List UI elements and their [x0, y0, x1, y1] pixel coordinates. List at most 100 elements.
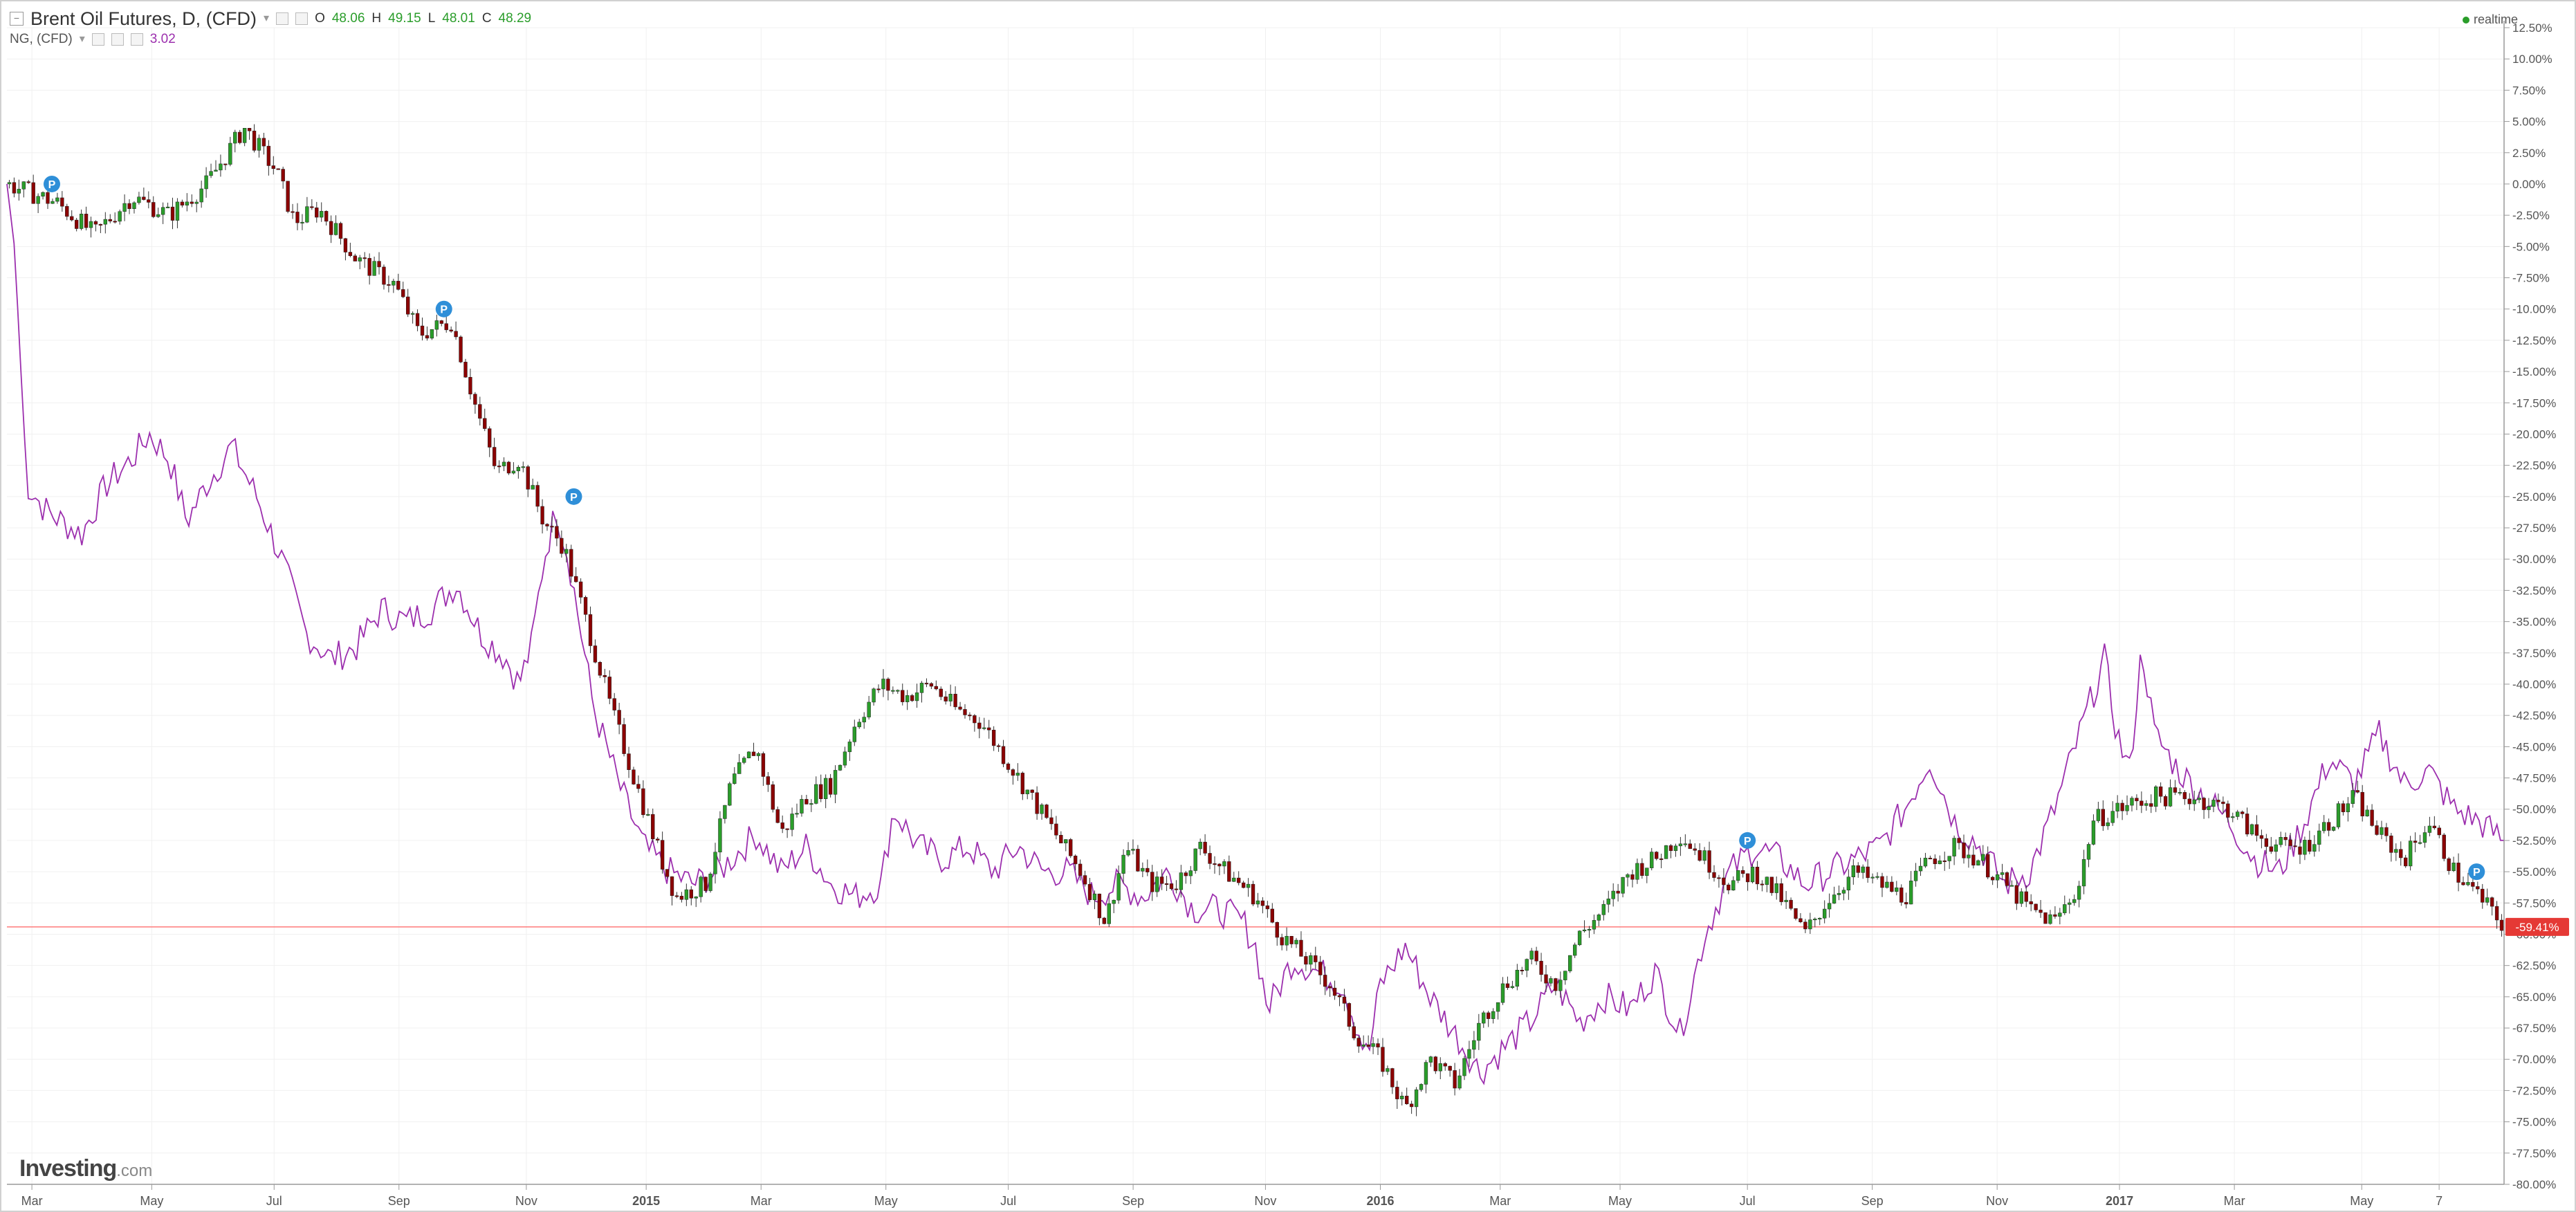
candle-body [804, 799, 809, 805]
candle-body [665, 869, 670, 877]
candle-body [2269, 846, 2273, 852]
y-axis: 12.50% 10.00% 7.50% 5.00% 2.50% 0.00% -2.50% -5… [2503, 21, 2556, 1191]
y-tick-label: -35.00% [2512, 616, 2556, 629]
candle-body [2187, 798, 2191, 805]
chevron-down-icon[interactable]: ▾ [79, 33, 85, 45]
candle-body [785, 828, 789, 830]
realtime-status: realtime [2462, 12, 2518, 27]
marker-label: P [570, 492, 578, 504]
y-tick-label: -12.50% [2512, 334, 2556, 347]
candle-body [2298, 846, 2302, 855]
candle-body [1837, 893, 1841, 895]
candle-body [953, 694, 957, 708]
candle-body [771, 784, 775, 810]
candle-body [497, 466, 502, 468]
candle-body [2404, 857, 2408, 867]
candle-body [2326, 822, 2331, 831]
candle-body [1568, 955, 1572, 971]
candle-body [2077, 885, 2081, 900]
main-series-row: − Brent Oil Futures, D, (CFD) ▾ O 48.06 H 4… [10, 8, 531, 29]
candle-body [132, 202, 136, 209]
x-tick-label: May [2350, 1194, 2373, 1208]
candle-body [636, 784, 641, 789]
x-tick-label: 2015 [632, 1194, 660, 1208]
settings-icon[interactable] [276, 12, 289, 25]
brand-name: Investing [19, 1155, 117, 1182]
y-tick-label: -45.00% [2512, 740, 2556, 753]
candle-body [790, 814, 794, 830]
candle-body [1015, 773, 1020, 776]
candle-body [833, 770, 838, 795]
series-title[interactable]: Brent Oil Futures, D, (CFD) [30, 8, 257, 29]
candle-body [1727, 884, 1731, 891]
candle-body [1601, 903, 1606, 915]
candle-body [2341, 803, 2346, 812]
candle-body [746, 751, 751, 759]
candle-body [1289, 936, 1294, 944]
candle-body [305, 206, 309, 223]
minus-box-icon[interactable]: − [10, 12, 24, 26]
candle-body [1116, 873, 1121, 901]
candle-body [819, 784, 823, 799]
candle-body [219, 163, 223, 171]
close-icon[interactable] [295, 12, 309, 25]
candle-body [1525, 959, 1529, 971]
candle-body [2058, 912, 2062, 917]
candle-body [2192, 799, 2196, 805]
candle-body [2245, 814, 2250, 835]
candle-body [1908, 881, 1913, 905]
candle-body [434, 320, 439, 330]
candle-body [1846, 876, 1851, 890]
candle-body [1260, 900, 1265, 906]
candle-body [1213, 863, 1217, 865]
candle-body [324, 211, 329, 222]
candle-body [1976, 860, 1980, 865]
candle-body [2336, 803, 2341, 827]
visibility-icon[interactable] [91, 33, 104, 46]
candle-body [944, 696, 948, 701]
candle-body [2254, 824, 2259, 836]
candle-body [1760, 883, 1765, 885]
candle-body [1040, 805, 1044, 814]
candle-body [1323, 975, 1327, 987]
y-tick-label: 5.00% [2512, 116, 2546, 129]
x-tick-label: Jul [1000, 1194, 1016, 1208]
candle-body [506, 461, 511, 474]
candle-body [118, 211, 122, 222]
candle-body [809, 803, 813, 805]
last-price-badge [2505, 917, 2569, 936]
candle-body [2207, 806, 2211, 810]
candle-body [387, 284, 391, 286]
marker-circle [1739, 832, 1756, 849]
candle-body [1861, 866, 1865, 873]
chevron-down-icon[interactable]: ▾ [264, 12, 270, 24]
candle-body [987, 727, 991, 731]
candle-body [2308, 840, 2312, 852]
candle-body [718, 818, 722, 853]
candle-body [1841, 890, 1846, 894]
close-icon[interactable] [130, 33, 143, 46]
candle-body [473, 394, 477, 405]
candle-body [93, 221, 98, 225]
candle-body [1001, 746, 1006, 764]
candle-body [1097, 893, 1102, 919]
compare-symbol[interactable]: NG, (CFD) [10, 32, 73, 46]
candle-body [2293, 845, 2297, 847]
x-tick-label: Sep [1861, 1194, 1884, 1208]
candle-body [521, 466, 525, 468]
candle-body [2389, 835, 2393, 853]
candle-body [1011, 769, 1015, 776]
candle-body [1995, 874, 2000, 881]
y-tick-label: -40.00% [2512, 678, 2556, 691]
candle-body [459, 336, 463, 362]
candle-body [795, 813, 799, 815]
settings-icon[interactable] [111, 33, 124, 46]
candle-body [1957, 838, 1961, 843]
candle-body [761, 753, 766, 777]
status-dot-icon [2462, 16, 2469, 24]
candle-body [1280, 937, 1284, 946]
candle-body [1554, 978, 1558, 991]
y-tick-label: 12.50% [2512, 21, 2552, 35]
candle-body [2197, 798, 2201, 800]
